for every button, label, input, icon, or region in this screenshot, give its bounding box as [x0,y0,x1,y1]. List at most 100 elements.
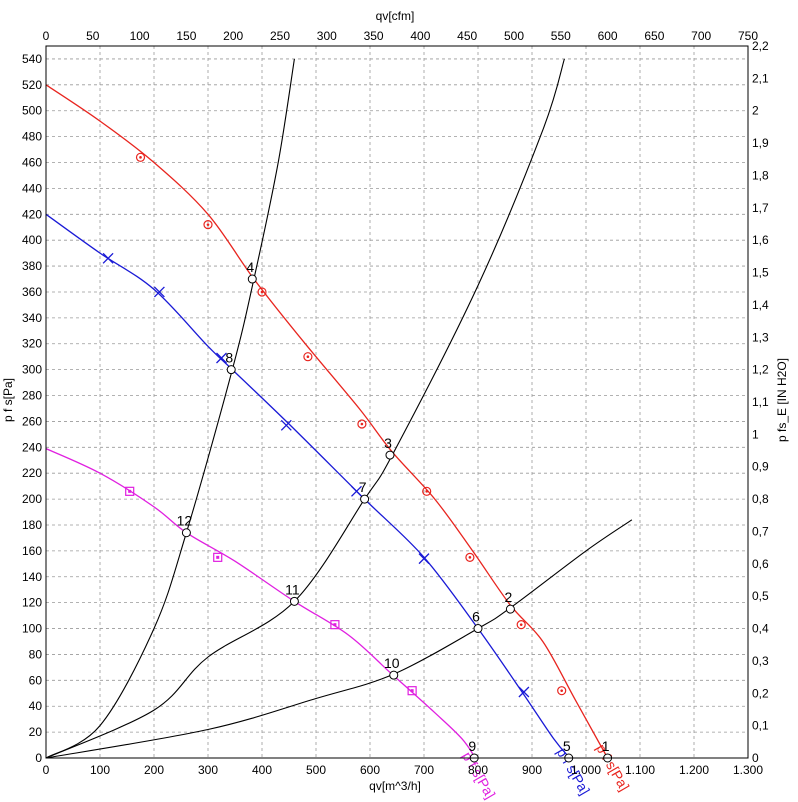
y-tick-label: 480 [22,130,42,144]
y-tick-label: 0 [35,751,42,765]
x-tick-label: 800 [468,763,488,777]
y2-axis-label: p fs_E [IN H2O] [775,358,789,442]
y2-tick-label: 1,9 [752,136,769,150]
curve-marker-circle [422,486,432,496]
operating-point-label: 8 [225,350,233,366]
y-tick-label: 380 [22,259,42,273]
x-tick-label: 600 [360,763,380,777]
curve-marker-square-dot [128,489,132,493]
y-tick-label: 540 [22,52,42,66]
x2-tick-label: 750 [738,29,758,43]
curve-marker-square-dot [216,555,220,559]
x-tick-label: 0 [43,763,50,777]
grid-layer [46,46,748,758]
curve-marker-circle [135,152,146,162]
y-tick-label: 500 [22,104,42,118]
x-tick-label: 400 [252,763,272,777]
fan-curve-line [45,213,571,759]
y2-tick-label: 0,6 [752,557,769,571]
x-tick-label: 1.200 [679,763,709,777]
curve-marker-square [125,486,135,496]
y2-tick-label: 1,5 [752,266,769,280]
y2-tick-label: 2,1 [752,71,769,85]
curve-marker-square [330,620,340,630]
curve-marker-dot [519,623,523,626]
x-tick-label: 1.000 [571,763,601,777]
y2-tick-label: 1 [752,427,759,441]
x-tick-label: 1.300 [733,763,763,777]
y2-tick-label: 0 [752,751,759,765]
x-tick-label: 300 [198,763,218,777]
y-tick-label: 100 [22,622,42,636]
x-tick-label: 1.100 [625,763,655,777]
y2-tick-label: 1,7 [752,201,769,215]
operating-point-marker [247,274,257,284]
operating-point-marker [385,450,395,460]
x2-tick-label: 500 [504,29,524,43]
y2-tick-label: 0,8 [752,492,769,506]
curve-marker-dot [360,422,364,426]
curve-marker-dot [306,355,310,358]
y2-tick-label: 0,5 [752,589,769,603]
y-tick-label: 220 [22,466,42,480]
x2-axis-label: qv[cfm] [376,9,415,23]
curve-marker-x [351,485,362,497]
operating-point-marker [289,596,299,606]
y2-tick-label: 0,7 [752,524,769,538]
y-tick-label: 340 [22,311,42,325]
system-curve-line [45,58,565,759]
curve-marker-x [102,252,114,264]
fan-curve-line [45,84,609,759]
curve-marker-square-dot [410,689,414,693]
curve-marker-square [213,552,223,562]
operating-point-marker [360,494,370,504]
y2-tick-label: 1,6 [752,233,769,247]
plot-frame [45,45,749,759]
curve-marker-x [280,419,292,431]
x2-tick-label: 50 [86,29,100,43]
curve-marker-square [407,686,417,696]
curve-marker-x [153,286,165,298]
curve-marker-square-dot [333,623,337,627]
curve-marker-circle [516,620,526,630]
curve-marker-circle [357,419,367,429]
y-tick-label: 360 [22,285,42,299]
operating-point-label: 6 [472,609,480,625]
y2-tick-label: 2,2 [752,39,769,53]
curve-marker-circle [557,686,567,696]
y2-tick-label: 1,8 [752,168,769,182]
curve-marker-circle [465,552,475,562]
x2-tick-label: 550 [551,29,571,43]
x2-tick-label: 200 [223,29,243,43]
operating-point-marker [226,365,236,375]
y-tick-label: 400 [22,233,42,247]
y-tick-label: 80 [29,647,43,661]
fan-curves: p f s[Pa]p f s[Pa]p f s[Pa] [45,84,633,801]
curve-marker-circle [257,287,267,297]
x-axis-label: qv[m^3/h] [369,779,421,793]
y2-tick-label: 1,2 [752,363,769,377]
x-tick-label: 700 [414,763,434,777]
curve-marker-dot [139,156,142,159]
y-tick-label: 160 [22,544,42,558]
y2-tick-label: 0,9 [752,460,769,474]
x2-tick-label: 650 [644,29,664,43]
y2-tick-label: 0,3 [752,654,769,668]
y-axis-label: p f s[Pa] [1,378,15,422]
operating-point-label: 3 [384,435,392,451]
y-tick-label: 420 [22,207,42,221]
y2-tick-label: 1,3 [752,330,769,344]
operating-point-label: 4 [246,259,254,275]
x2-tick-label: 350 [364,29,384,43]
x-tick-label: 900 [522,763,542,777]
x2-tick-label: 450 [457,29,477,43]
y-tick-label: 180 [22,518,42,532]
operating-point-label: 12 [177,513,193,529]
curve-marker-x [518,686,530,698]
y-tick-label: 460 [22,156,42,170]
operating-point-label: 2 [505,589,513,605]
y-tick-label: 440 [22,181,42,195]
curve-marker-dot [425,490,429,493]
x2-tick-label: 300 [317,29,337,43]
